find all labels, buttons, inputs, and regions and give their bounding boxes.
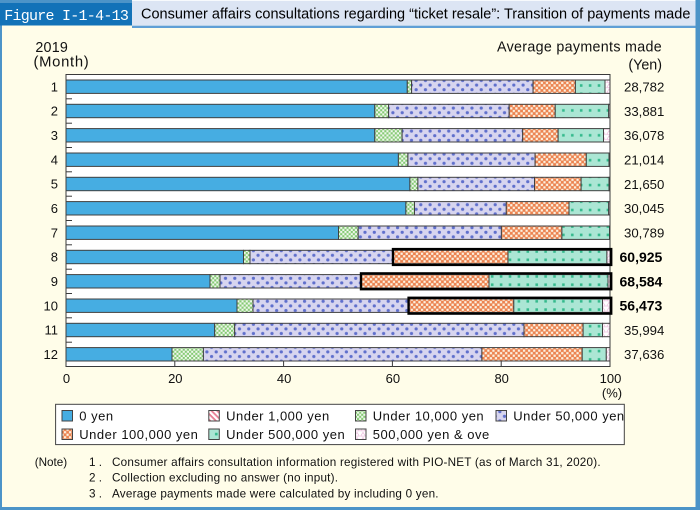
svg-text:Consumer affairs consultation: Consumer affairs consultation informatio…	[112, 456, 601, 469]
svg-text:Average payments made were cal: Average payments made were calculated by…	[112, 487, 439, 500]
svg-text:10: 10	[44, 298, 58, 313]
svg-text:Under 50,000 yen: Under 50,000 yen	[513, 408, 624, 423]
svg-text:37,636: 37,636	[624, 347, 664, 362]
svg-text:4: 4	[51, 152, 58, 167]
svg-text:6: 6	[51, 201, 58, 216]
svg-text:(Month): (Month)	[34, 54, 90, 70]
svg-text:Consumer affairs consultations: Consumer affairs consultations regarding…	[141, 6, 690, 22]
svg-text:2 .: 2 .	[89, 472, 102, 485]
svg-text:12: 12	[44, 347, 58, 362]
svg-text:80: 80	[494, 371, 508, 386]
svg-text:5: 5	[51, 177, 58, 192]
svg-text:30,789: 30,789	[624, 226, 664, 241]
svg-text:28,782: 28,782	[624, 80, 664, 95]
svg-text:3: 3	[51, 128, 58, 143]
svg-text:0: 0	[63, 371, 70, 386]
svg-text:2019: 2019	[35, 40, 68, 56]
svg-text:2: 2	[51, 104, 58, 119]
svg-text:(Yen): (Yen)	[628, 58, 662, 74]
svg-text:8: 8	[51, 250, 58, 265]
svg-text:Collection excluding no answer: Collection excluding no answer (no input…	[112, 472, 338, 485]
svg-text:40: 40	[277, 371, 291, 386]
svg-text:Under 500,000 yen: Under 500,000 yen	[226, 427, 345, 442]
svg-text:100: 100	[600, 371, 622, 386]
svg-text:30,045: 30,045	[624, 201, 664, 216]
svg-text:1 .: 1 .	[89, 456, 102, 469]
svg-text:3 .: 3 .	[89, 487, 102, 500]
svg-text:20: 20	[168, 371, 182, 386]
svg-text:21,650: 21,650	[624, 177, 664, 192]
svg-text:(%): (%)	[602, 386, 622, 401]
svg-text:35,994: 35,994	[624, 323, 664, 338]
svg-text:68,584: 68,584	[620, 273, 663, 289]
svg-text:9: 9	[51, 274, 58, 289]
svg-text:Under 1,000 yen: Under 1,000 yen	[226, 408, 330, 423]
svg-text:56,473: 56,473	[620, 298, 663, 314]
svg-text:500,000 yen & ove: 500,000 yen & ove	[373, 427, 490, 442]
svg-text:(Note): (Note)	[35, 456, 68, 469]
svg-text:Average payments made: Average payments made	[497, 40, 662, 56]
svg-text:Under 100,000 yen: Under 100,000 yen	[79, 427, 198, 442]
svg-text:Under 10,000 yen: Under 10,000 yen	[373, 408, 484, 423]
svg-text:Figure I-1-4-13: Figure I-1-4-13	[4, 8, 129, 25]
svg-text:33,881: 33,881	[624, 104, 664, 119]
svg-text:7: 7	[51, 225, 58, 240]
svg-text:11: 11	[45, 323, 59, 338]
svg-text:60,925: 60,925	[620, 249, 663, 265]
svg-text:36,078: 36,078	[624, 128, 664, 143]
svg-text:1: 1	[51, 79, 58, 94]
svg-text:60: 60	[386, 371, 400, 386]
svg-text:0 yen: 0 yen	[79, 408, 113, 423]
svg-text:21,014: 21,014	[624, 153, 664, 168]
